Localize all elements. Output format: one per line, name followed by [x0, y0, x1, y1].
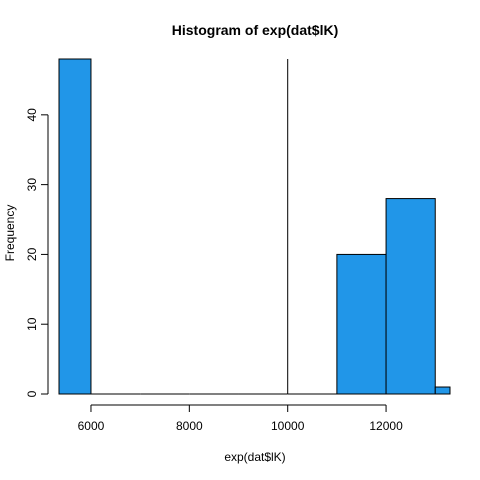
y-tick-label: 40: [25, 108, 39, 122]
y-tick-label: 0: [25, 390, 39, 397]
y-tick-label: 30: [25, 178, 39, 192]
x-tick-label: 10000: [271, 419, 305, 433]
x-tick-label: 12000: [369, 419, 403, 433]
y-tick-label: 10: [25, 317, 39, 331]
histogram-bar: [58, 58, 92, 395]
x-axis-label: exp(dat$lK): [224, 450, 285, 464]
y-axis: 0 10 20 30 40: [25, 108, 49, 397]
bars-layer: [58, 58, 451, 395]
y-axis-label: Frequency: [3, 205, 17, 262]
y-tick-label: 20: [25, 247, 39, 261]
histogram-bar: [434, 386, 451, 395]
chart-title: Histogram of exp(dat$lK): [172, 22, 338, 38]
histogram-bar: [336, 253, 387, 395]
histogram-bar: [385, 198, 436, 395]
x-axis: 6000 8000 10000 12000: [78, 404, 403, 433]
x-tick-label: 8000: [176, 419, 203, 433]
x-tick-label: 6000: [78, 419, 105, 433]
